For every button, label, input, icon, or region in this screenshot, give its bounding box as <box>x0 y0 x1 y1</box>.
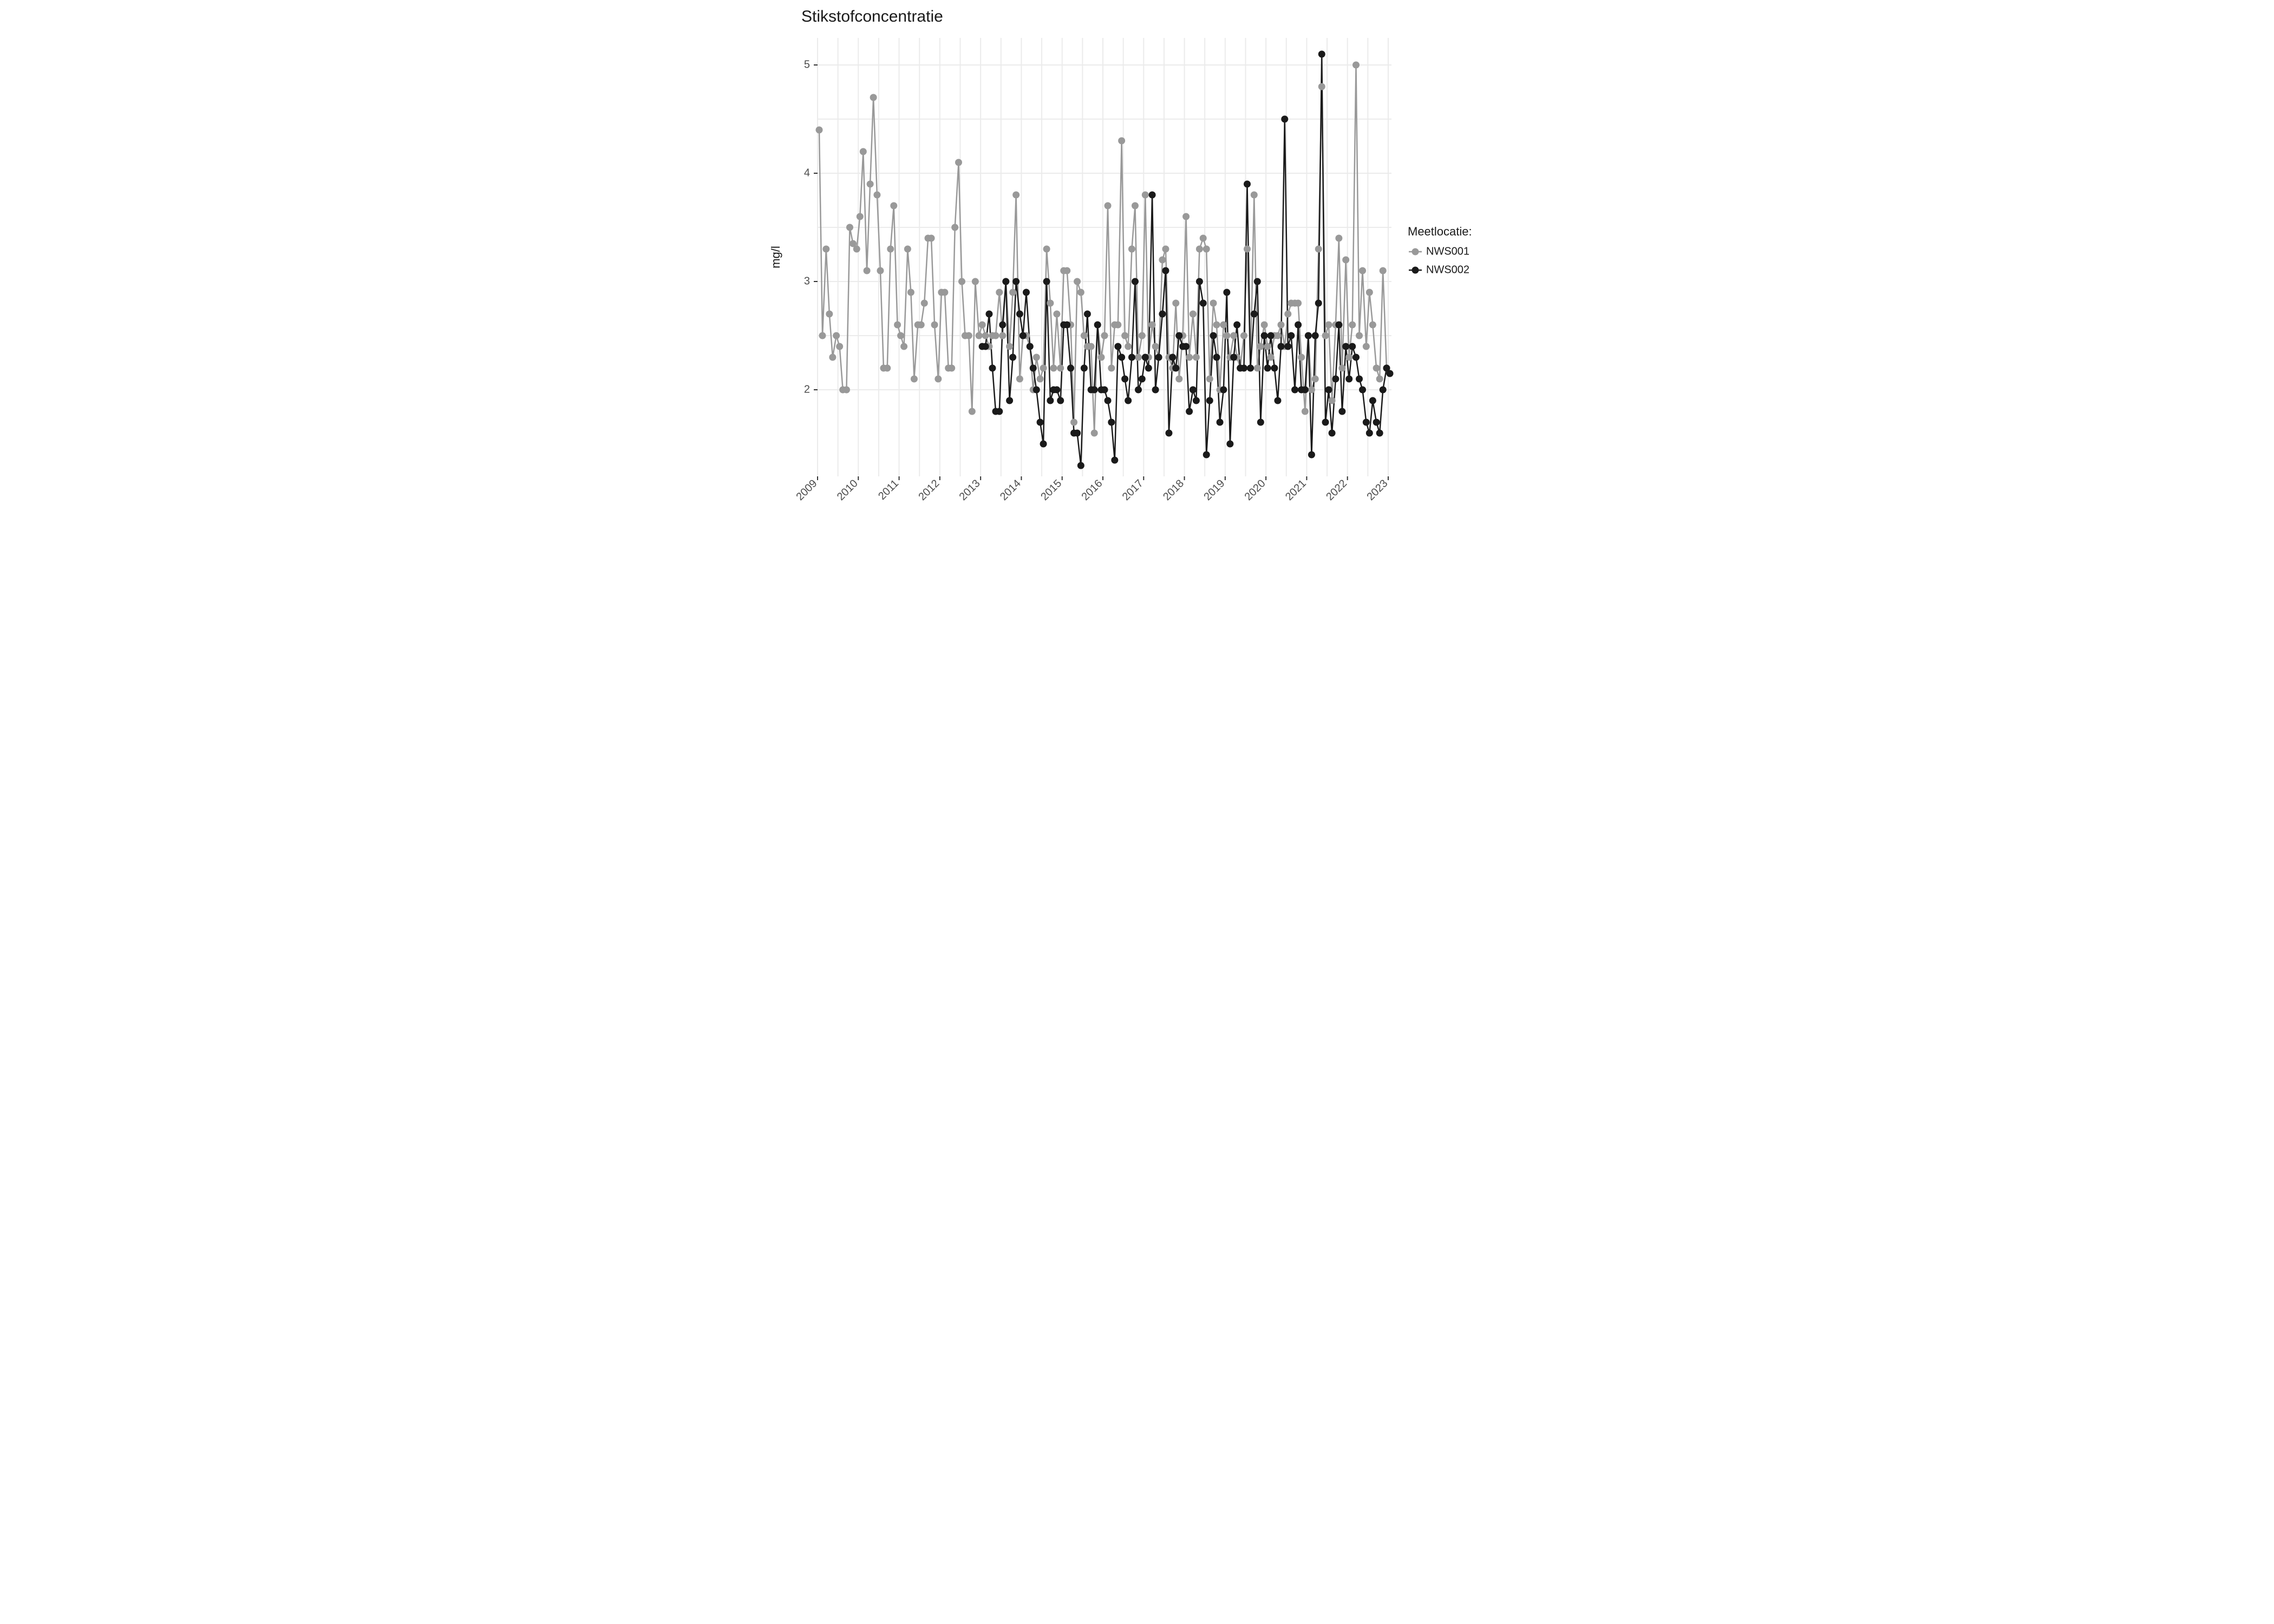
x-tick-label: 2018 <box>1161 477 1186 503</box>
x-tick-label: 2009 <box>794 477 820 503</box>
y-tick-label: 2 <box>804 383 810 395</box>
x-tick-label: 2012 <box>916 477 942 503</box>
legend-title: Meetlocatie: <box>1408 225 1472 238</box>
x-tick-label: 2023 <box>1364 477 1390 503</box>
y-tick-label: 5 <box>804 58 810 70</box>
x-tick-label: 2013 <box>957 477 983 503</box>
x-tick-label: 2021 <box>1283 477 1309 503</box>
x-tick-label: 2011 <box>876 477 901 502</box>
legend-label: NWS001 <box>1426 245 1469 257</box>
y-axis-label: mg/l <box>769 246 782 269</box>
x-tick-label: 2015 <box>1038 477 1064 503</box>
x-tick-label: 2022 <box>1324 477 1349 503</box>
x-tick-label: 2010 <box>835 477 860 503</box>
x-tick-label: 2019 <box>1201 477 1227 503</box>
y-tick-label: 3 <box>804 275 810 287</box>
x-tick-label: 2017 <box>1120 477 1146 503</box>
x-tick-label: 2014 <box>998 477 1023 503</box>
chart-title: Stikstofconcentratie <box>801 8 943 25</box>
chart-container: 2 3 4 5 2009 2010 2011 2012 2013 2014 2015 2016 2017… <box>758 0 1516 541</box>
x-tick-label: 2016 <box>1080 477 1105 503</box>
legend-swatch <box>1412 248 1419 256</box>
legend-label: NWS002 <box>1426 264 1469 276</box>
x-tick-label: 2020 <box>1243 477 1268 503</box>
y-tick-label: 4 <box>804 167 810 179</box>
legend-swatch <box>1412 267 1419 274</box>
chart-svg: 2 3 4 5 2009 2010 2011 2012 2013 2014 2015 2016 2017… <box>758 0 1516 541</box>
